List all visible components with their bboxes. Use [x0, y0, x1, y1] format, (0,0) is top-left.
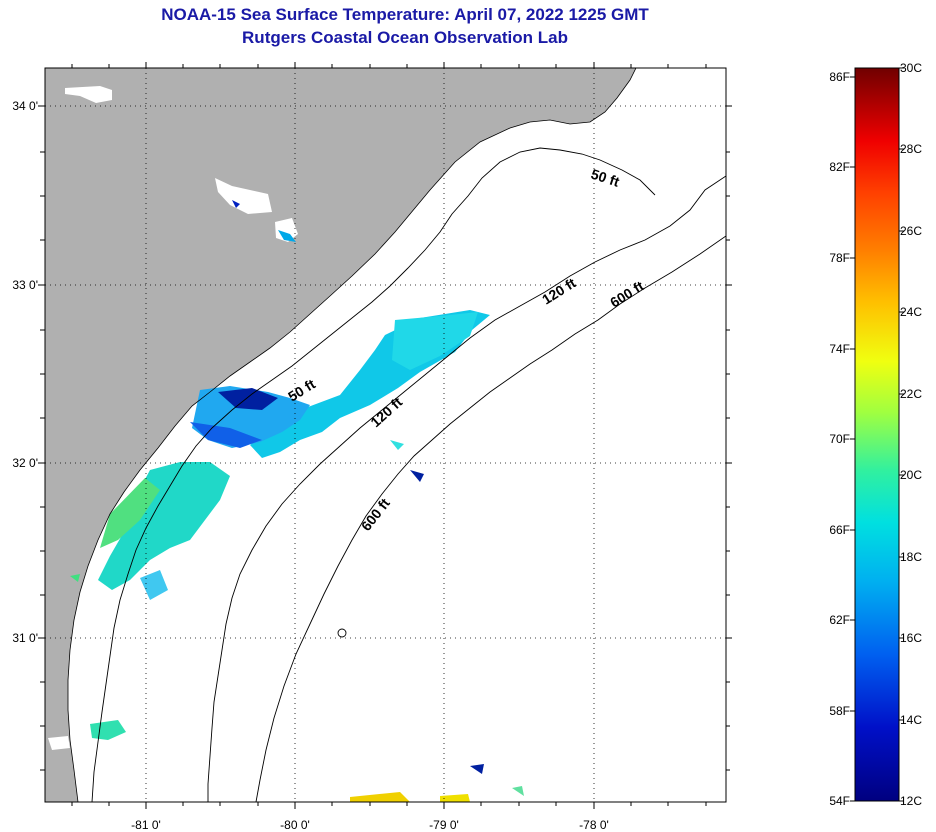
colorbar-label-16c: 16C: [900, 631, 923, 645]
colorbar-label-28c: 28C: [900, 142, 923, 156]
axis-ticks: [38, 62, 732, 809]
colorbar-label-70f: 70F: [829, 432, 850, 446]
colorbar-label-82f: 82F: [829, 160, 850, 174]
lat-label-32: 32 0': [12, 456, 38, 470]
colorbar-label-62f: 62F: [829, 613, 850, 627]
contour-50ft-line: [91, 147, 656, 802]
colorbar-label-24c: 24C: [900, 305, 923, 319]
colorbar-label-78f: 78F: [829, 251, 850, 265]
map-frame: [44, 67, 727, 803]
sst-data-patches: [70, 200, 524, 802]
colorbar-label-12c: 12C: [900, 794, 923, 808]
lat-label-31: 31 0': [12, 631, 38, 645]
lon-label-80: -80 0': [280, 818, 310, 832]
lat-label-33: 33 0': [12, 278, 38, 292]
chart-title: NOAA-15 Sea Surface Temperature: April 0…: [161, 5, 649, 24]
colorbar-label-14c: 14C: [900, 713, 923, 727]
land-area: [45, 68, 636, 802]
colorbar-label-66f: 66F: [829, 523, 850, 537]
colorbar-label-58f: 58F: [829, 704, 850, 718]
chart-subtitle: Rutgers Coastal Ocean Observation Lab: [242, 28, 568, 47]
colorbar-label-26c: 26C: [900, 224, 923, 238]
lon-label-78: -78 0': [579, 818, 609, 832]
colorbar-label-30c: 30C: [900, 61, 923, 75]
lon-label-81: -81 0': [131, 818, 161, 832]
bathymetry-ring: [337, 628, 347, 638]
colorbar-label-20c: 20C: [900, 468, 923, 482]
cloud-patch: [48, 736, 70, 750]
colorbar-label-74f: 74F: [829, 342, 850, 356]
cloud-patch: [65, 86, 112, 103]
colorbar-label-86f: 86F: [829, 70, 850, 84]
lat-label-34: 34 0': [12, 99, 38, 113]
colorbar-ticks: [850, 67, 904, 802]
colorbar-label-54f: 54F: [829, 794, 850, 808]
contour-120ft-line: [207, 175, 726, 802]
cloud-patch: [215, 178, 272, 214]
coastline: [67, 68, 637, 802]
colorbar: [854, 67, 900, 802]
colorbar-label-22c: 22C: [900, 387, 923, 401]
cloud-patch: [275, 218, 298, 242]
graticule: [45, 68, 726, 802]
colorbar-label-18c: 18C: [900, 550, 923, 564]
lon-label-79: -79 0': [429, 818, 459, 832]
contour-600ft-line: [255, 235, 726, 802]
